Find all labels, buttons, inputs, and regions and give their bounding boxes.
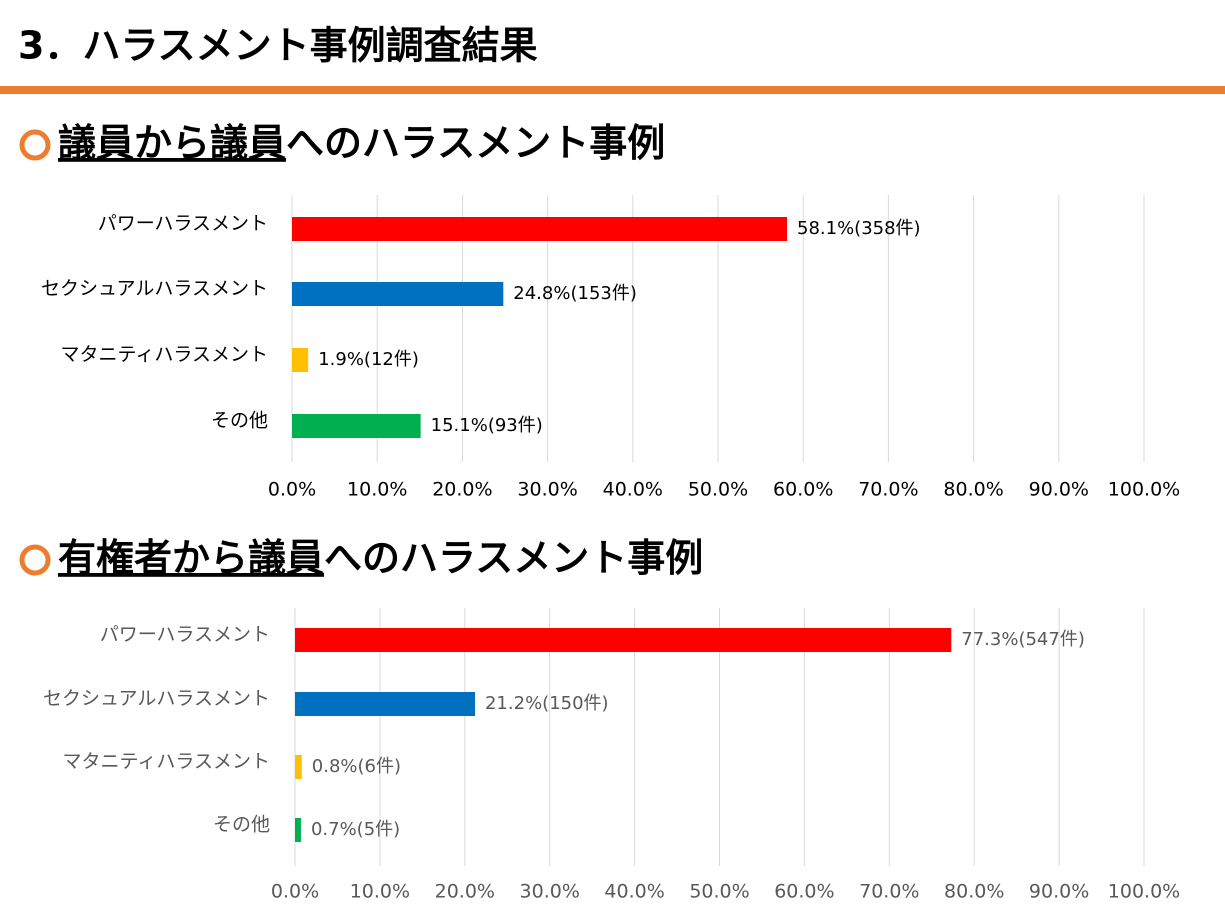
x-tick-label: 0.0% (271, 881, 319, 903)
x-tick-label: 80.0% (943, 479, 1003, 501)
value-label: 77.3%(547件) (961, 629, 1085, 650)
heading-bullet (19, 129, 51, 161)
category-label: マタニティハラスメント (61, 344, 268, 366)
x-tick-label: 40.0% (604, 881, 664, 903)
x-tick-label: 20.0% (432, 479, 492, 501)
x-tick-label: 100.0% (1108, 881, 1180, 903)
x-tick-label: 30.0% (517, 479, 577, 501)
value-label: 0.8%(6件) (312, 756, 401, 777)
x-tick-label: 70.0% (858, 479, 918, 501)
value-label: 24.8%(153件) (513, 283, 637, 304)
bar (295, 755, 302, 779)
category-label: パワーハラスメント (100, 624, 270, 646)
bar (295, 628, 952, 652)
x-tick-label: 0.0% (268, 479, 316, 501)
x-tick-label: 50.0% (689, 881, 749, 903)
category-label: マタニティハラスメント (63, 751, 270, 773)
category-label: セクシュアルハラスメント (41, 278, 268, 300)
value-label: 15.1%(93件) (431, 415, 543, 436)
x-tick-label: 10.0% (350, 881, 410, 903)
heading-underlined: 有権者から議員 (58, 536, 324, 580)
category-label: その他 (213, 814, 270, 836)
section-heading: 有権者から議員へのハラスメント事例 (58, 536, 703, 580)
category-label: その他 (211, 410, 268, 432)
slide-title: 3．ハラスメント事例調査結果 (18, 24, 538, 68)
x-tick-label: 10.0% (347, 479, 407, 501)
category-label: パワーハラスメント (98, 213, 268, 235)
x-tick-label: 40.0% (603, 479, 663, 501)
bar (292, 414, 421, 438)
heading-bullet (19, 544, 51, 576)
heading-rest: へのハラスメント事例 (286, 121, 665, 165)
x-tick-label: 70.0% (859, 881, 919, 903)
x-tick-label: 30.0% (520, 881, 580, 903)
x-tick-label: 100.0% (1108, 479, 1180, 501)
x-tick-label: 90.0% (1029, 479, 1089, 501)
heading-rest: へのハラスメント事例 (324, 536, 703, 580)
title-rule (0, 86, 1225, 94)
x-tick-label: 60.0% (773, 479, 833, 501)
heading-underlined: 議員から議員 (58, 121, 286, 165)
value-label: 0.7%(5件) (311, 819, 400, 840)
x-tick-label: 80.0% (944, 881, 1004, 903)
value-label: 1.9%(12件) (318, 349, 419, 370)
x-tick-label: 20.0% (435, 881, 495, 903)
x-tick-label: 60.0% (774, 881, 834, 903)
section-heading: 議員から議員へのハラスメント事例 (58, 121, 665, 165)
category-label: セクシュアルハラスメント (43, 688, 270, 710)
x-tick-label: 90.0% (1029, 881, 1089, 903)
bar (292, 348, 309, 372)
bar (292, 282, 504, 306)
bar (295, 692, 475, 716)
value-label: 58.1%(358件) (797, 218, 921, 239)
bar (292, 217, 788, 241)
value-label: 21.2%(150件) (485, 693, 609, 714)
bar (295, 818, 301, 842)
x-tick-label: 50.0% (688, 479, 748, 501)
